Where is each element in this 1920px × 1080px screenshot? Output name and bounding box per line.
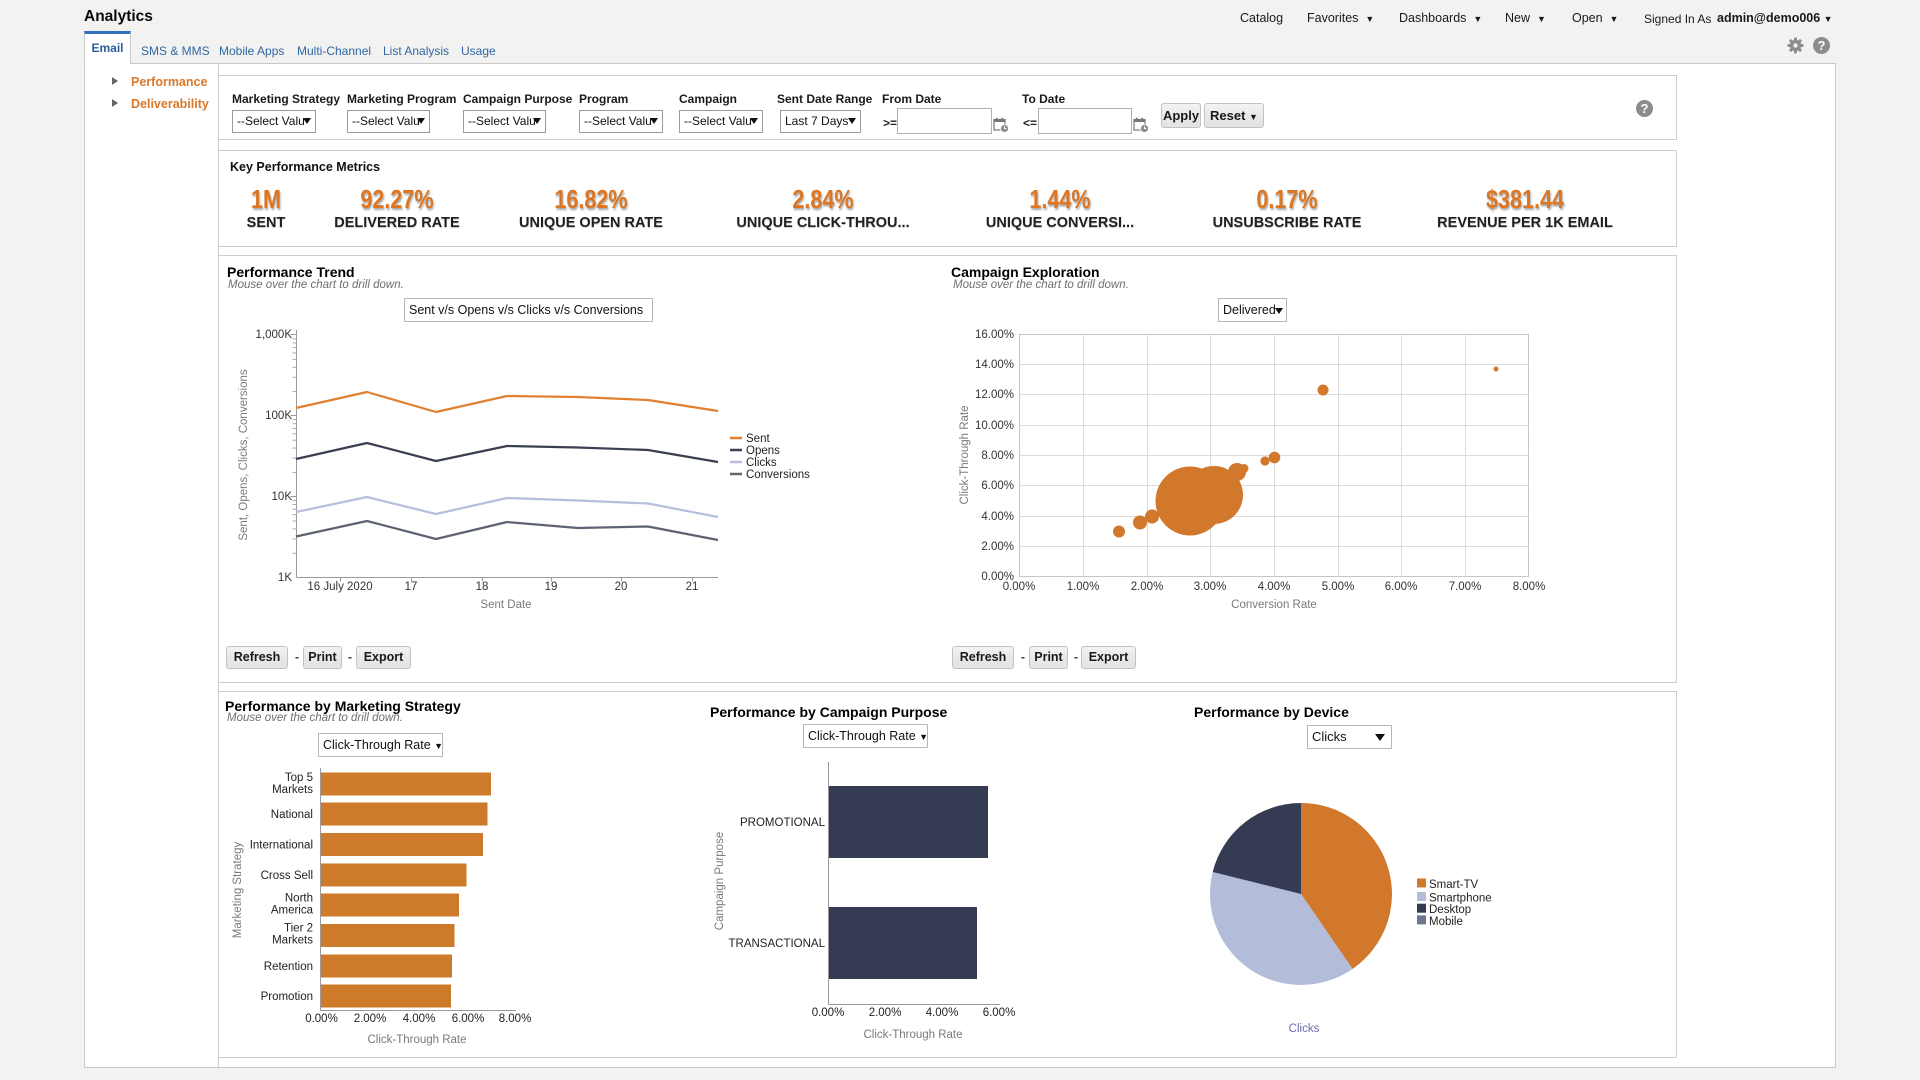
svg-text:TRANSACTIONAL: TRANSACTIONAL	[729, 938, 826, 950]
svg-text:18: 18	[476, 581, 489, 593]
svg-text:8.00%: 8.00%	[1513, 581, 1546, 593]
svg-text:Top 5: Top 5	[285, 772, 313, 784]
svg-text:Click-Through Rate: Click-Through Rate	[863, 1029, 962, 1041]
svg-text:Smartphone: Smartphone	[1429, 893, 1492, 905]
svg-text:America: America	[271, 905, 314, 917]
svg-text:Markets: Markets	[272, 784, 313, 796]
svg-text:1.00%: 1.00%	[1067, 581, 1100, 593]
svg-text:Click-Through Rate: Click-Through Rate	[367, 1034, 466, 1046]
svg-text:10K: 10K	[272, 491, 293, 503]
svg-text:4.00%: 4.00%	[403, 1013, 436, 1025]
svg-text:Retention: Retention	[264, 961, 313, 973]
svg-text:10.00%: 10.00%	[975, 420, 1014, 432]
svg-text:PROMOTIONAL: PROMOTIONAL	[740, 817, 826, 829]
svg-text:1K: 1K	[278, 572, 292, 584]
svg-text:8.00%: 8.00%	[981, 450, 1014, 462]
svg-text:2.00%: 2.00%	[869, 1007, 902, 1019]
svg-text:4.00%: 4.00%	[926, 1007, 959, 1019]
svg-text:6.00%: 6.00%	[452, 1013, 485, 1025]
svg-text:Conversions: Conversions	[746, 469, 810, 481]
svg-text:3.00%: 3.00%	[1194, 581, 1227, 593]
svg-text:Markets: Markets	[272, 935, 313, 947]
svg-text:5.00%: 5.00%	[1322, 581, 1355, 593]
svg-text:Campaign Purpose: Campaign Purpose	[714, 832, 726, 930]
svg-text:4.00%: 4.00%	[1258, 581, 1291, 593]
svg-text:Marketing Strategy: Marketing Strategy	[232, 841, 244, 938]
svg-text:7.00%: 7.00%	[1449, 581, 1482, 593]
svg-text:Sent, Opens, Clicks, Conversio: Sent, Opens, Clicks, Conversions	[238, 369, 250, 541]
svg-text:12.00%: 12.00%	[975, 389, 1014, 401]
svg-text:19: 19	[545, 581, 558, 593]
svg-text:Tier 2: Tier 2	[284, 923, 313, 935]
svg-text:0.00%: 0.00%	[981, 571, 1014, 583]
svg-text:16 July 2020: 16 July 2020	[307, 581, 372, 593]
svg-text:2.00%: 2.00%	[1131, 581, 1164, 593]
svg-text:21: 21	[686, 581, 699, 593]
svg-text:Conversion Rate: Conversion Rate	[1231, 599, 1317, 611]
svg-text:Cross Sell: Cross Sell	[261, 870, 313, 882]
svg-text:Smart-TV: Smart-TV	[1429, 879, 1479, 891]
svg-text:Clicks: Clicks	[1289, 1023, 1320, 1035]
svg-text:Opens: Opens	[746, 445, 780, 457]
svg-text:Promotion: Promotion	[261, 991, 313, 1003]
svg-text:1,000K: 1,000K	[256, 329, 293, 341]
svg-text:6.00%: 6.00%	[983, 1007, 1016, 1019]
svg-text:Sent Date: Sent Date	[480, 599, 531, 611]
svg-text:2.00%: 2.00%	[981, 541, 1014, 553]
svg-text:North: North	[285, 893, 313, 905]
svg-text:National: National	[271, 809, 313, 821]
svg-text:2.00%: 2.00%	[354, 1013, 387, 1025]
svg-text:0.00%: 0.00%	[1003, 581, 1036, 593]
svg-text:100K: 100K	[265, 410, 292, 422]
svg-text:16.00%: 16.00%	[975, 329, 1014, 341]
svg-text:Click-Through Rate: Click-Through Rate	[959, 405, 971, 504]
svg-text:0.00%: 0.00%	[305, 1013, 338, 1025]
svg-text:Sent: Sent	[746, 433, 770, 445]
svg-text:14.00%: 14.00%	[975, 359, 1014, 371]
svg-text:20: 20	[615, 581, 628, 593]
svg-text:6.00%: 6.00%	[1385, 581, 1418, 593]
svg-text:4.00%: 4.00%	[981, 511, 1014, 523]
svg-text:Mobile: Mobile	[1429, 916, 1463, 928]
svg-text:6.00%: 6.00%	[981, 480, 1014, 492]
svg-text:International: International	[250, 840, 313, 852]
svg-text:8.00%: 8.00%	[499, 1013, 532, 1025]
svg-text:Desktop: Desktop	[1429, 904, 1471, 916]
svg-text:17: 17	[405, 581, 418, 593]
svg-text:0.00%: 0.00%	[812, 1007, 845, 1019]
svg-text:Clicks: Clicks	[746, 457, 777, 469]
